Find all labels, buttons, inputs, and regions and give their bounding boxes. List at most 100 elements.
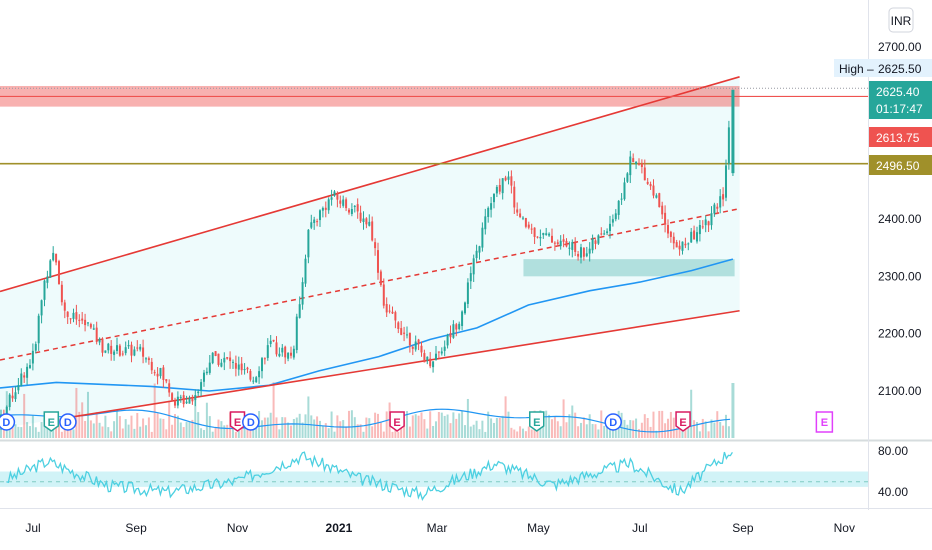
candle[interactable]: [481, 222, 484, 252]
candle[interactable]: [266, 338, 269, 361]
candle[interactable]: [434, 345, 437, 361]
candle[interactable]: [118, 343, 121, 357]
candle[interactable]: [452, 320, 455, 339]
candle[interactable]: [52, 246, 55, 262]
candle[interactable]: [49, 259, 52, 278]
candle[interactable]: [318, 209, 321, 227]
candle[interactable]: [185, 395, 188, 405]
candle[interactable]: [66, 311, 69, 324]
candle[interactable]: [69, 318, 72, 324]
candle[interactable]: [182, 391, 185, 408]
candle[interactable]: [713, 202, 716, 217]
candle[interactable]: [574, 237, 577, 257]
candle[interactable]: [20, 368, 23, 387]
candle[interactable]: [382, 278, 385, 309]
candle[interactable]: [11, 387, 14, 402]
candle[interactable]: [530, 223, 533, 234]
candle[interactable]: [643, 159, 646, 181]
candle[interactable]: [426, 356, 429, 365]
moving-average-line[interactable]: [0, 258, 734, 392]
candle[interactable]: [608, 215, 611, 239]
candle[interactable]: [461, 310, 464, 331]
candle[interactable]: [374, 238, 377, 256]
candle[interactable]: [81, 311, 84, 325]
candle[interactable]: [359, 205, 362, 224]
candle[interactable]: [536, 236, 539, 239]
candle[interactable]: [365, 217, 368, 229]
candle[interactable]: [107, 342, 110, 354]
candle[interactable]: [156, 367, 159, 385]
candle[interactable]: [272, 339, 275, 343]
candle[interactable]: [243, 363, 246, 375]
candle[interactable]: [292, 345, 295, 360]
earnings-event-icon[interactable]: E: [529, 411, 545, 432]
candle[interactable]: [330, 189, 333, 206]
candle[interactable]: [585, 246, 588, 258]
candle[interactable]: [611, 214, 614, 227]
currency-badge[interactable]: INR: [888, 7, 914, 33]
candle[interactable]: [101, 337, 104, 357]
candle[interactable]: [63, 299, 66, 319]
candle[interactable]: [490, 196, 493, 218]
rsi-line[interactable]: [6, 451, 733, 501]
candle[interactable]: [231, 359, 234, 369]
candle[interactable]: [339, 195, 342, 209]
candle[interactable]: [469, 266, 472, 290]
candle[interactable]: [310, 214, 313, 230]
candle[interactable]: [316, 218, 319, 227]
candle[interactable]: [237, 356, 240, 376]
candle[interactable]: [388, 304, 391, 314]
candle[interactable]: [121, 350, 124, 357]
earnings-event-icon[interactable]: E: [389, 411, 405, 432]
candle[interactable]: [527, 221, 530, 230]
candle[interactable]: [260, 356, 263, 379]
candle[interactable]: [23, 372, 26, 383]
candle[interactable]: [301, 277, 304, 310]
candle[interactable]: [133, 346, 136, 357]
candle[interactable]: [95, 321, 98, 345]
candle[interactable]: [255, 375, 258, 383]
candle[interactable]: [649, 181, 652, 190]
candle[interactable]: [113, 349, 116, 361]
candle[interactable]: [171, 392, 174, 402]
candle[interactable]: [110, 340, 113, 361]
candle[interactable]: [139, 344, 142, 352]
candle[interactable]: [437, 351, 440, 359]
candle[interactable]: [521, 216, 524, 221]
candle[interactable]: [313, 216, 316, 230]
candle[interactable]: [646, 177, 649, 186]
candle[interactable]: [495, 184, 498, 198]
candle[interactable]: [408, 332, 411, 353]
candle[interactable]: [115, 337, 118, 355]
candle[interactable]: [722, 187, 725, 207]
candle[interactable]: [405, 326, 408, 339]
candle[interactable]: [159, 367, 162, 379]
candle[interactable]: [307, 229, 310, 264]
candle[interactable]: [524, 217, 527, 229]
candle[interactable]: [176, 391, 179, 409]
candle[interactable]: [463, 301, 466, 315]
candle[interactable]: [690, 227, 693, 243]
candle[interactable]: [46, 270, 49, 289]
candle[interactable]: [240, 357, 243, 375]
candle[interactable]: [191, 394, 194, 405]
candle[interactable]: [553, 241, 556, 251]
candle[interactable]: [571, 239, 574, 258]
candle[interactable]: [8, 393, 11, 411]
candle[interactable]: [498, 178, 501, 195]
candle[interactable]: [661, 201, 664, 220]
candle[interactable]: [173, 397, 176, 409]
candle[interactable]: [391, 306, 394, 315]
candle[interactable]: [92, 324, 95, 330]
candle[interactable]: [179, 394, 182, 403]
candle[interactable]: [655, 193, 658, 199]
candle[interactable]: [220, 358, 223, 368]
candle[interactable]: [591, 234, 594, 254]
candle[interactable]: [533, 227, 536, 244]
candle[interactable]: [565, 238, 568, 248]
candle[interactable]: [675, 239, 678, 248]
candle[interactable]: [347, 208, 350, 215]
candle[interactable]: [678, 240, 681, 256]
candle[interactable]: [446, 333, 449, 349]
candle[interactable]: [289, 346, 292, 359]
